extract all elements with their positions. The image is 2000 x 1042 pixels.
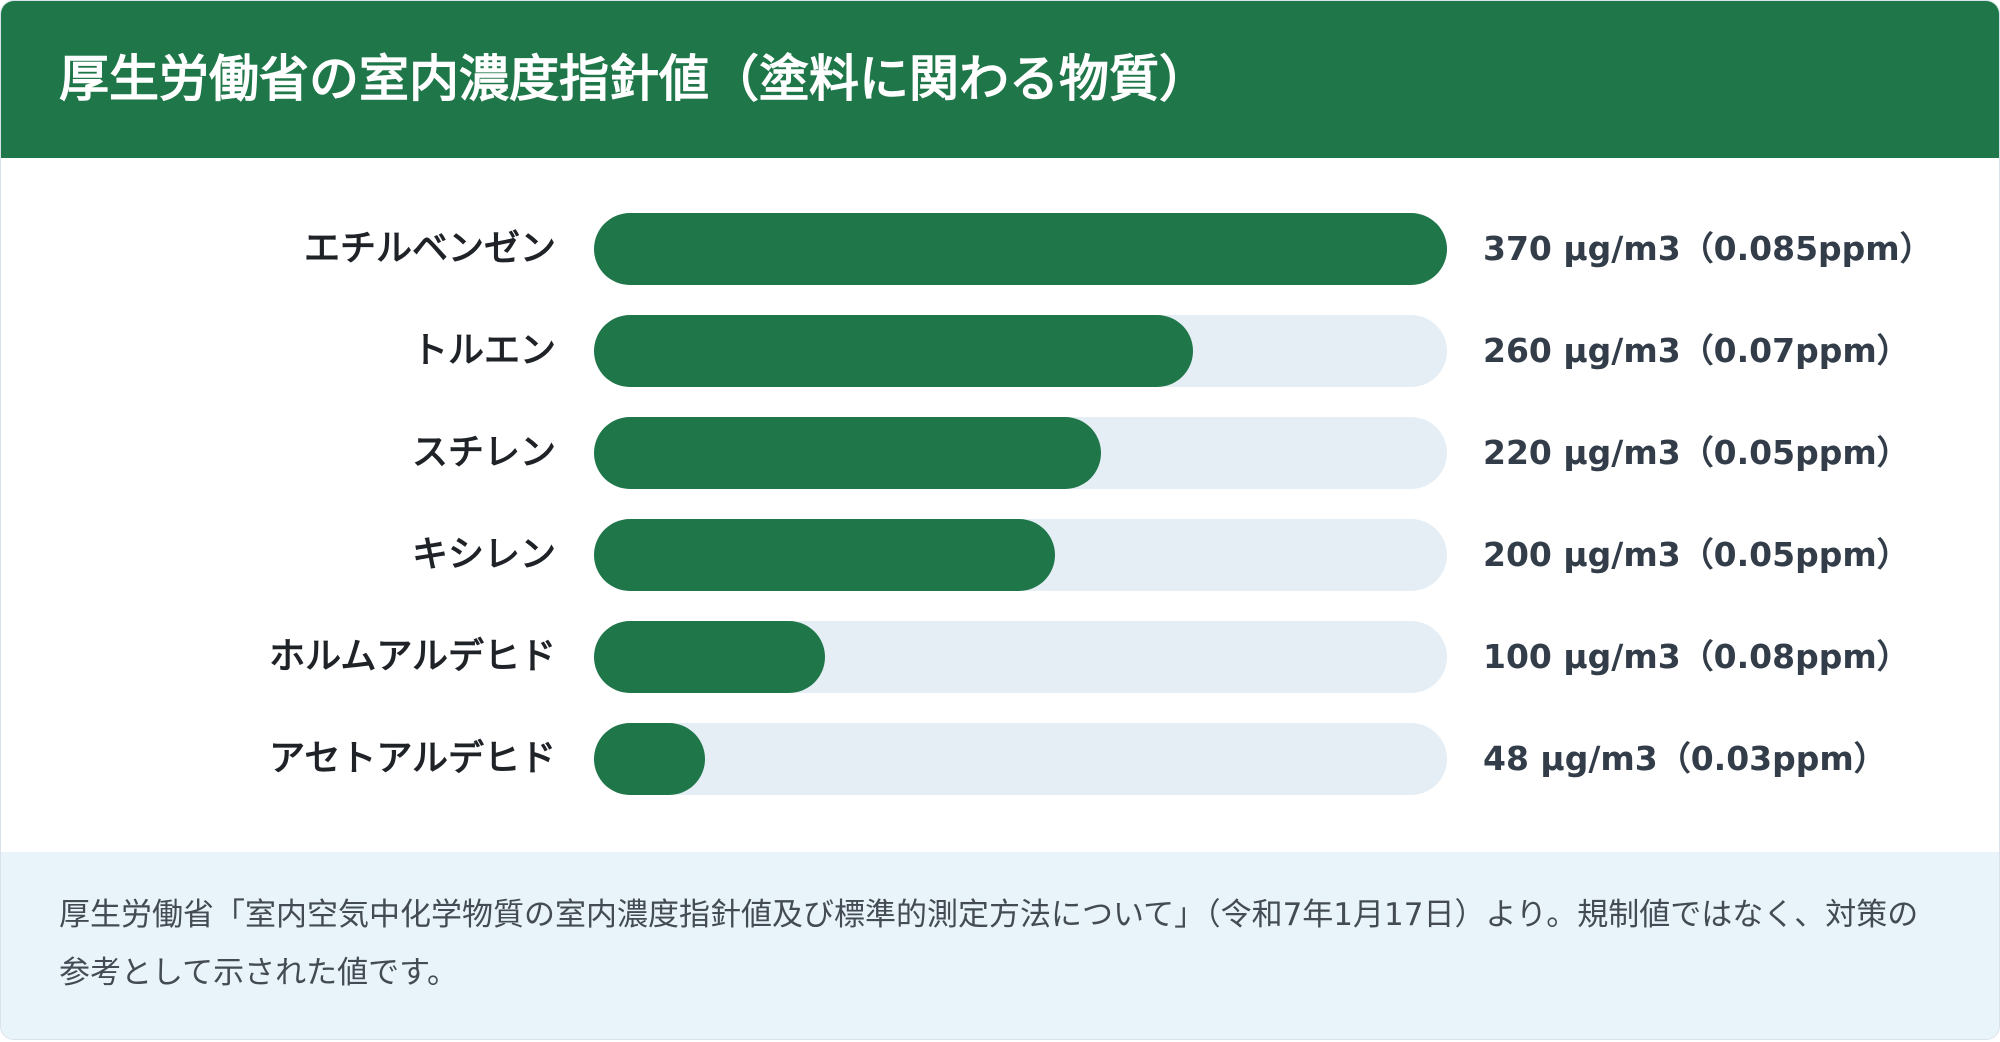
category-label: キシレン (411, 534, 556, 575)
value-label: 220 µg/m3（0.05ppm） (1483, 433, 1910, 472)
bar-row: キシレン 200 µg/m3（0.05ppm） (1, 519, 1999, 591)
bar-row: スチレン 220 µg/m3（0.05ppm） (1, 417, 1999, 489)
bar-row: ホルムアルデヒド 100 µg/m3（0.08ppm） (1, 621, 1999, 693)
source-note-panel (1, 852, 1999, 1039)
bar (594, 213, 1447, 285)
bar (594, 417, 1101, 489)
bar-chart: エチルベンゼン 370 µg/m3（0.085ppm） トルエン 260 µg/m3（… (1, 158, 1999, 852)
category-label: アセトアルデヒド (269, 738, 556, 779)
category-label: エチルベンゼン (303, 228, 556, 269)
bar-row: エチルベンゼン 370 µg/m3（0.085ppm） (1, 213, 1999, 285)
value-label: 100 µg/m3（0.08ppm） (1483, 637, 1910, 676)
bar (594, 621, 825, 693)
category-label: スチレン (411, 432, 556, 473)
bar-row: アセトアルデヒド 48 µg/m3（0.03ppm） (1, 723, 1999, 795)
category-label: トルエン (411, 330, 556, 371)
bar (594, 315, 1193, 387)
bar-row: トルエン 260 µg/m3（0.07ppm） (1, 315, 1999, 387)
chart-title: 厚生労働省の室内濃度指針値（塗料に関わる物質） (59, 50, 1209, 108)
category-label: ホルムアルデヒド (269, 636, 556, 677)
value-label: 370 µg/m3（0.085ppm） (1483, 229, 1933, 268)
bar (594, 723, 705, 795)
value-label: 260 µg/m3（0.07ppm） (1483, 331, 1910, 370)
header-bar: 厚生労働省の室内濃度指針値（塗料に関わる物質） (1, 1, 1999, 158)
bar-track (594, 723, 1447, 795)
bar-track (594, 621, 1447, 693)
bar-track (594, 315, 1447, 387)
value-label: 200 µg/m3（0.05ppm） (1483, 535, 1910, 574)
value-label: 48 µg/m3（0.03ppm） (1483, 739, 1887, 778)
bar-track (594, 417, 1447, 489)
bar-track (594, 213, 1447, 285)
source-note: 厚生労働省「室内空気中化学物質の室内濃度指針値及び標準的測定方法について」（令和… (59, 897, 1919, 991)
bar (594, 519, 1055, 591)
bar-track (594, 519, 1447, 591)
